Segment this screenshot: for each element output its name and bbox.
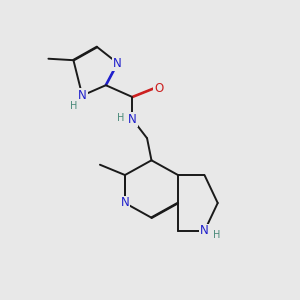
Text: N: N — [128, 112, 137, 126]
Text: H: H — [70, 101, 78, 111]
Text: N: N — [200, 224, 209, 238]
Text: N: N — [121, 196, 129, 209]
Text: H: H — [118, 112, 125, 123]
Text: N: N — [113, 57, 122, 70]
Text: O: O — [154, 82, 164, 95]
Text: N: N — [78, 89, 87, 102]
Text: H: H — [213, 230, 220, 240]
